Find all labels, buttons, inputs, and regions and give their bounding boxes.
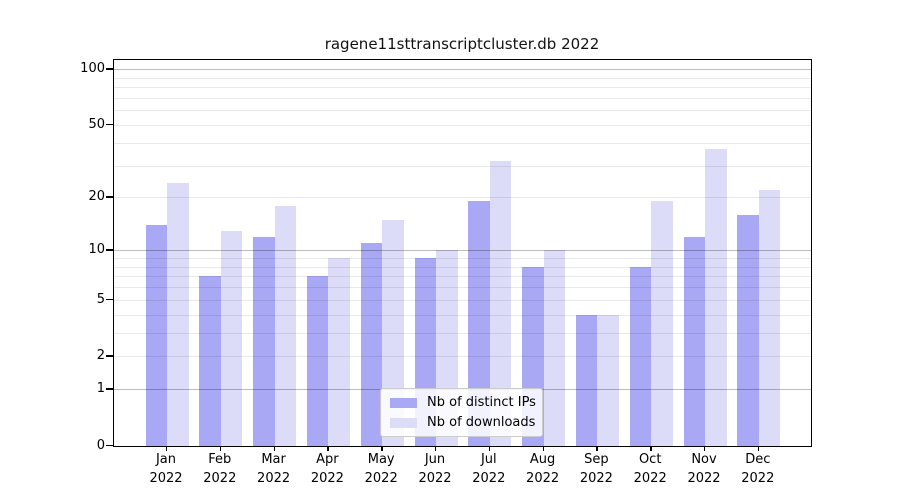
x-tick-mark-mar [273,445,275,451]
x-tick-mark-may [381,445,383,451]
bar-nov-2022-nb-of-distinct-ips [683,236,705,446]
x-tick-label-may: May 2022 [341,450,421,488]
bar-nov-2022-nb-of-downloads [705,149,727,446]
bar-sep-2022-nb-of-distinct-ips [575,314,598,446]
y-tick-label-20: 20 [88,189,105,205]
x-tick-year: 2022 [203,471,237,486]
x-tick-year: 2022 [526,471,560,486]
y-tick-mark-1 [106,388,113,390]
y-tick-label-0: 0 [96,438,105,453]
bar-oct-2022-nb-of-downloads [651,201,673,446]
x-tick-year: 2022 [364,471,398,486]
x-tick-month: Oct [638,452,662,467]
bar-may-2022-nb-of-distinct-ips [360,243,383,446]
x-tick-month: Feb [208,452,232,467]
y-tick-label-5: 5 [96,291,105,307]
x-tick-month: Sep [584,452,609,467]
x-tick-label-feb: Feb 2022 [180,450,260,488]
y-tick-mark-5 [106,298,113,301]
x-tick-month: Dec [745,452,771,467]
x-tick-label-apr: Apr 2022 [287,450,367,488]
bar-aug-2022-nb-of-downloads [543,250,566,446]
x-tick-month: Mar [261,452,286,467]
plot-area [113,59,812,447]
y-tick-label-1: 1 [96,381,105,397]
x-tick-label-dec: Dec 2022 [718,450,798,488]
x-tick-label-jul: Jul 2022 [449,450,529,488]
legend-swatch-downloads [390,417,417,428]
legend-item-distinct-ips: Nb of distinct IPs [390,395,536,410]
chart-title: ragene11sttranscriptcluster.db 2022 [324,35,600,53]
x-tick-mark-jun [435,445,437,451]
bar-dec-2022-nb-of-distinct-ips [737,214,759,446]
x-tick-label-mar: Mar 2022 [234,450,314,488]
y-tick-label-2: 2 [96,348,105,364]
bar-jul-2022-nb-of-distinct-ips [468,201,490,446]
x-tick-label-sep: Sep 2022 [556,450,636,488]
x-tick-month: Aug [529,452,556,467]
x-tick-month: Apr [316,452,339,467]
bar-sep-2022-nb-of-downloads [597,314,619,446]
y-tick-mark-20 [106,196,113,198]
y-tick-label-100: 100 [80,61,105,77]
bar-dec-2022-nb-of-downloads [758,190,781,446]
y-tick-mark-10 [106,249,113,251]
bar-jan-2022-nb-of-downloads [167,183,189,446]
bar-mar-2022-nb-of-downloads [274,205,297,446]
y-tick-label-10: 10 [88,242,105,258]
x-tick-mark-apr [327,445,329,451]
legend-label: Nb of downloads [427,415,536,430]
bar-apr-2022-nb-of-distinct-ips [306,276,329,446]
x-tick-mark-oct [650,445,652,451]
legend-label: Nb of distinct IPs [427,395,536,410]
x-tick-month: May [367,452,395,467]
bar-feb-2022-nb-of-distinct-ips [199,276,221,446]
x-tick-mark-jan [166,445,168,451]
x-tick-year: 2022 [687,471,721,486]
x-tick-year: 2022 [633,471,667,486]
x-tick-month: Jan [155,452,177,467]
y-tick-mark-2 [106,355,113,357]
y-tick-mark-0 [106,445,113,447]
x-tick-mark-sep [596,445,598,451]
x-tick-mark-nov [704,445,706,451]
legend-swatch-distinct-ips [390,397,417,408]
bar-apr-2022-nb-of-downloads [328,258,350,446]
x-tick-mark-jul [488,445,491,451]
x-tick-month: Nov [691,452,717,467]
x-tick-label-aug: Aug 2022 [503,450,583,488]
x-tick-mark-aug [542,445,544,451]
x-tick-year: 2022 [149,471,183,486]
x-tick-year: 2022 [741,471,775,486]
legend: Nb of distinct IPs Nb of downloads [380,388,543,437]
x-tick-month: Jul [480,452,497,467]
x-tick-year: 2022 [257,471,291,486]
bar-jul-2022-nb-of-downloads [489,160,512,446]
x-tick-year: 2022 [579,471,613,486]
y-tick-mark-100 [106,68,113,70]
legend-item-downloads: Nb of downloads [390,415,536,430]
x-tick-mark-dec [757,445,760,451]
x-tick-label-oct: Oct 2022 [610,450,690,488]
x-tick-month: Jun [424,452,446,467]
x-tick-year: 2022 [472,471,506,486]
bar-oct-2022-nb-of-distinct-ips [629,266,652,446]
x-tick-year: 2022 [310,471,344,486]
bar-feb-2022-nb-of-downloads [220,230,243,446]
x-tick-mark-feb [219,445,222,451]
bar-mar-2022-nb-of-distinct-ips [253,236,275,446]
x-tick-label-nov: Nov 2022 [664,450,744,488]
x-tick-label-jan: Jan 2022 [126,450,206,488]
x-tick-label-jun: Jun 2022 [395,450,475,488]
y-tick-label-50: 50 [88,117,105,132]
y-tick-mark-50 [106,124,113,126]
x-tick-year: 2022 [418,471,452,486]
bar-jan-2022-nb-of-distinct-ips [145,224,167,446]
